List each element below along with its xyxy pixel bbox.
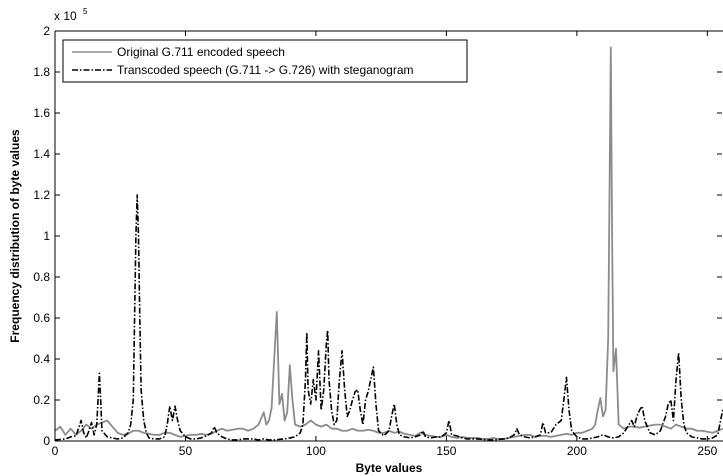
y-tick-label: 0.2 [33, 393, 50, 407]
y-exponent-power: 5 [83, 7, 88, 16]
y-tick-label: 0.6 [33, 311, 50, 325]
y-tick-label: 1 [43, 229, 50, 243]
x-tick-label: 50 [179, 444, 193, 458]
x-tick-label: 100 [306, 444, 326, 458]
y-axis-title: Frequency distribution of byte values [8, 129, 22, 343]
y-tick-label: 1.6 [33, 106, 50, 120]
legend-box [62, 39, 468, 83]
y-axis: 0 0.2 0.4 0.6 0.8 1 1.2 1.4 1.6 1.8 2 [33, 24, 722, 448]
series-layer [55, 46, 723, 441]
legend-label-original: Original G.711 encoded speech [117, 45, 285, 59]
x-axis-title: Byte values [356, 461, 423, 475]
y-tick-label: 0 [43, 434, 50, 448]
y-tick-label: 0.4 [33, 352, 50, 366]
x-tick-label: 200 [567, 444, 587, 458]
x-axis: 0 50 100 150 200 250 [52, 31, 718, 458]
series-line-transcoded [55, 194, 723, 441]
y-exponent-base: x 10 [54, 9, 77, 23]
legend: Original G.711 encoded speech Transcoded… [62, 39, 468, 83]
legend-label-transcoded: Transcoded speech (G.711 -> G.726) with … [117, 63, 414, 77]
y-tick-label: 2 [43, 24, 50, 38]
x-tick-label: 250 [697, 444, 717, 458]
x-tick-label: 0 [52, 444, 59, 458]
y-tick-label: 0.8 [33, 270, 50, 284]
plot-area [55, 31, 723, 441]
x-tick-label: 150 [436, 444, 456, 458]
y-tick-label: 1.2 [33, 188, 50, 202]
y-tick-label: 1.8 [33, 65, 50, 79]
series-line-original [55, 46, 723, 440]
y-tick-label: 1.4 [33, 147, 50, 161]
